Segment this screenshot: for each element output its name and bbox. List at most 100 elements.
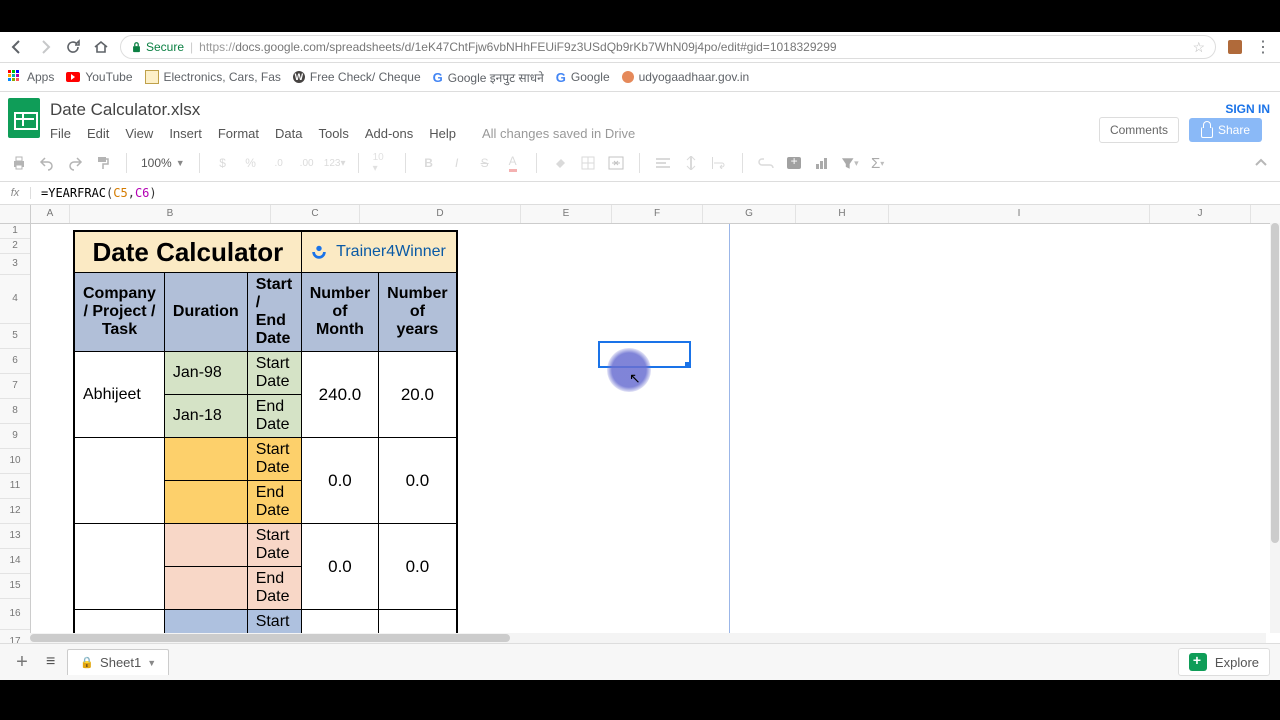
undo-icon[interactable] [38,154,56,172]
years-cell[interactable]: 0.0 [379,524,457,610]
menu-help[interactable]: Help [429,126,456,141]
paint-format-icon[interactable] [94,154,112,172]
googleinput-bookmark[interactable]: GGoogle इनपुट साधने [433,69,544,86]
months-cell[interactable]: 0.0 [301,438,378,524]
startend-cell[interactable]: End Date [247,567,301,610]
col-header[interactable]: A [31,205,70,223]
strike-icon[interactable]: S [476,154,494,172]
youtube-bookmark[interactable]: YouTube [66,70,132,84]
row-header[interactable]: 12 [0,499,30,524]
udyog-bookmark[interactable]: udyogaadhaar.gov.in [622,70,750,84]
company-cell[interactable] [74,524,164,610]
star-icon[interactable]: ☆ [1192,39,1205,56]
functions-icon[interactable]: Σ▾ [869,154,887,172]
row-header[interactable]: 11 [0,474,30,499]
comments-button[interactable]: Comments [1099,117,1179,143]
link-icon[interactable] [757,154,775,172]
row-header[interactable]: 17 [0,630,30,643]
startend-cell[interactable]: Start Date [247,352,301,395]
company-cell[interactable]: Abhijeet [74,352,164,438]
row-header[interactable]: 3 [0,254,30,275]
menu-edit[interactable]: Edit [87,126,109,141]
startend-cell[interactable]: End Date [247,395,301,438]
row-header[interactable]: 14 [0,549,30,574]
row-header[interactable]: 2 [0,239,30,254]
row-header[interactable]: 13 [0,524,30,549]
text-color-icon[interactable]: A [504,154,522,172]
menu-data[interactable]: Data [275,126,302,141]
menu-insert[interactable]: Insert [169,126,202,141]
col-header[interactable]: G [703,205,796,223]
dec-increase-icon[interactable]: .00 [298,154,316,172]
menu-format[interactable]: Format [218,126,259,141]
dec-decrease-icon[interactable]: .0 [270,154,288,172]
redo-icon[interactable] [66,154,84,172]
wrap-icon[interactable] [710,154,728,172]
row-header[interactable]: 4 [0,275,30,324]
chart-icon[interactable] [813,154,831,172]
zoom-select[interactable]: 100%▼ [141,156,185,170]
valign-icon[interactable] [682,154,700,172]
selection-handle[interactable] [685,362,691,368]
print-icon[interactable] [10,154,28,172]
horizontal-scrollbar[interactable] [30,633,1266,643]
col-header[interactable]: F [612,205,703,223]
electronics-bookmark[interactable]: Electronics, Cars, Fas [145,70,281,84]
startend-cell[interactable]: End Date [247,481,301,524]
sheets-logo-icon[interactable] [8,98,40,138]
row-header[interactable]: 1 [0,224,30,239]
halign-icon[interactable] [654,154,672,172]
comment-insert-icon[interactable]: + [785,154,803,172]
document-title[interactable]: Date Calculator.xlsx [50,98,1225,122]
row-header[interactable]: 16 [0,599,30,630]
reload-icon[interactable] [64,38,82,56]
col-header[interactable]: C [271,205,360,223]
add-sheet-button[interactable]: + [10,651,34,674]
home-icon[interactable] [92,38,110,56]
currency-icon[interactable]: $ [214,154,232,172]
duration-cell[interactable] [164,524,247,567]
extension-icon[interactable] [1226,38,1244,56]
row-header[interactable]: 10 [0,449,30,474]
duration-cell[interactable] [164,481,247,524]
font-size-icon[interactable]: 10 ▾ [373,154,391,172]
col-header[interactable]: E [521,205,612,223]
share-button[interactable]: Share [1189,118,1262,142]
merge-icon[interactable] [607,154,625,172]
freecheck-bookmark[interactable]: WFree Check/ Cheque [293,70,421,84]
menu-tools[interactable]: Tools [318,126,348,141]
col-header[interactable]: H [796,205,889,223]
row-header[interactable]: 8 [0,399,30,424]
months-cell[interactable]: 240.0 [301,352,378,438]
more-formats-icon[interactable]: 123▾ [326,154,344,172]
menu-file[interactable]: File [50,126,71,141]
row-header[interactable]: 5 [0,324,30,349]
col-header[interactable]: B [70,205,271,223]
google-bookmark[interactable]: GGoogle [556,70,610,85]
startend-cell[interactable]: Start Date [247,438,301,481]
years-cell[interactable]: 0.0 [379,438,457,524]
fill-color-icon[interactable] [551,154,569,172]
explore-button[interactable]: Explore [1178,648,1270,676]
duration-cell[interactable] [164,438,247,481]
menu-addons[interactable]: Add-ons [365,126,413,141]
filter-icon[interactable]: ▾ [841,154,859,172]
years-cell[interactable]: 20.0 [379,352,457,438]
duration-cell[interactable]: Jan-98 [164,352,247,395]
apps-bookmark[interactable]: Apps [8,70,54,84]
collapse-toolbar-icon[interactable] [1252,154,1270,172]
percent-icon[interactable]: % [242,154,260,172]
sheet-tab[interactable]: 🔒 Sheet1 ▼ [67,649,169,675]
signin-link[interactable]: SIGN IN [1225,102,1270,116]
col-header[interactable]: D [360,205,521,223]
duration-cell[interactable] [164,567,247,610]
startend-cell[interactable]: Start Date [247,524,301,567]
row-header[interactable]: 7 [0,374,30,399]
months-cell[interactable]: 0.0 [301,524,378,610]
address-bar[interactable]: Secure | https://docs.google.com/spreads… [120,35,1216,59]
borders-icon[interactable] [579,154,597,172]
col-header[interactable]: I [889,205,1150,223]
col-header[interactable]: J [1150,205,1251,223]
spreadsheet-grid[interactable]: A B C D E F G H I J 1 2 3 4 5 6 7 8 9 10 [0,205,1280,643]
company-cell[interactable] [74,438,164,524]
